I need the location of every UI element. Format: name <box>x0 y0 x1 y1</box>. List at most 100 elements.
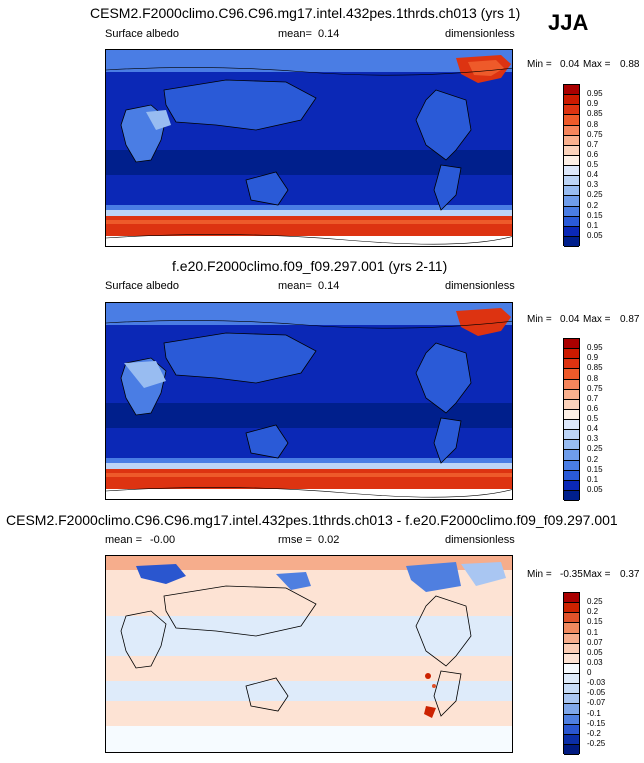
colorbar-segment <box>564 450 579 461</box>
map-plot-2 <box>105 302 513 500</box>
min-label: Min = <box>527 314 552 325</box>
colorbar-segment <box>564 105 579 116</box>
colorbar-tick-label: -0.05 <box>587 688 606 698</box>
colorbar-tick-label: 0.1 <box>587 220 599 230</box>
panel-title: CESM2.F2000climo.C96.C96.mg17.intel.432p… <box>6 512 618 528</box>
colorbar-segment <box>564 85 579 96</box>
units-label: dimensionless <box>445 28 515 40</box>
colorbar-2 <box>563 338 580 501</box>
variable-label: Surface albedo <box>105 280 179 292</box>
colorbar-tick-label: -0.15 <box>587 718 606 728</box>
colorbar-segment <box>564 369 579 380</box>
colorbar-segment <box>564 633 579 644</box>
colorbar-tick-label: 0.9 <box>587 99 599 109</box>
mean-label: mean= <box>278 28 312 40</box>
colorbar-segment <box>564 389 579 400</box>
colorbar-tick-label: 0.05 <box>587 230 603 240</box>
colorbar-segment <box>564 155 579 166</box>
colorbar-segment <box>564 135 579 146</box>
colorbar-tick-label: 0.2 <box>587 200 599 210</box>
colorbar-segment <box>564 115 579 126</box>
colorbar-tick-label: 0.9 <box>587 353 599 363</box>
colorbar-tick-label: 0.07 <box>587 637 603 647</box>
colorbar-tick-label: 0.75 <box>587 383 603 393</box>
colorbar-tick-label: 0.7 <box>587 393 599 403</box>
colorbar-tick-label: 0.8 <box>587 373 599 383</box>
colorbar-segment <box>564 440 579 451</box>
colorbar-segment <box>564 145 579 156</box>
mean-value: 0.14 <box>318 28 340 40</box>
colorbar-tick-label: 0.25 <box>587 597 603 607</box>
colorbar-segment <box>564 744 579 755</box>
colorbar-segment <box>564 226 579 237</box>
colorbar-segment <box>564 430 579 441</box>
max-value: 0.37 <box>620 569 640 580</box>
colorbar-tick-label: 0.25 <box>587 190 603 200</box>
colorbar-segment <box>564 166 579 177</box>
units-label: dimensionless <box>445 534 515 546</box>
min-value: -0.35 <box>560 569 583 580</box>
colorbar-segment <box>564 490 579 501</box>
colorbar-tick-label: 0.6 <box>587 149 599 159</box>
colorbar-tick-label: 0.95 <box>587 343 603 353</box>
variable-label: Surface albedo <box>105 28 179 40</box>
max-label: Max = <box>583 569 611 580</box>
colorbar-segment <box>564 613 579 624</box>
mean-value: -0.00 <box>150 534 176 546</box>
colorbar-tick-label: 0.2 <box>587 607 599 617</box>
mean-value: 0.14 <box>318 280 340 292</box>
units-label: dimensionless <box>445 280 515 292</box>
colorbar-tick-label: 0.4 <box>587 424 599 434</box>
albedo-diff-map <box>106 556 512 752</box>
colorbar-segment <box>564 176 579 187</box>
colorbar-tick-label: 0.8 <box>587 119 599 129</box>
panel-title: CESM2.F2000climo.C96.C96.mg17.intel.432p… <box>90 5 521 21</box>
colorbar-segment <box>564 206 579 217</box>
colorbar-segment <box>564 663 579 674</box>
colorbar-segment <box>564 196 579 207</box>
rmse-value: 0.02 <box>318 534 340 546</box>
colorbar-tick-label: 0.1 <box>587 474 599 484</box>
colorbar-segment <box>564 379 579 390</box>
colorbar-tick-label: -0.25 <box>587 738 606 748</box>
min-label: Min = <box>527 569 552 580</box>
colorbar-tick-label: 0.7 <box>587 139 599 149</box>
colorbar-tick-label: -0.07 <box>587 698 606 708</box>
colorbar-segment <box>564 125 579 136</box>
colorbar-segment <box>564 480 579 491</box>
colorbar-tick-label: 0.3 <box>587 180 599 190</box>
colorbar-segment <box>564 674 579 685</box>
colorbar-tick-label: 0.4 <box>587 170 599 180</box>
max-label: Max = <box>583 59 611 70</box>
colorbar-tick-label: 0.25 <box>587 444 603 454</box>
colorbar-tick-label: 0.85 <box>587 363 603 373</box>
colorbar-tick-label: 0.5 <box>587 414 599 423</box>
colorbar-segment <box>564 339 579 350</box>
albedo-map-2 <box>106 303 512 499</box>
colorbar-segment <box>564 694 579 705</box>
colorbar-tick-label: 0.5 <box>587 160 599 169</box>
colorbar-segment <box>564 623 579 634</box>
min-value: 0.04 <box>560 314 580 325</box>
colorbar-segment <box>564 236 579 247</box>
colorbar-segment <box>564 684 579 695</box>
max-label: Max = <box>583 314 611 325</box>
colorbar-segment <box>564 216 579 227</box>
colorbar-tick-label: 0.05 <box>587 484 603 494</box>
colorbar-tick-label: -0.2 <box>587 728 601 738</box>
colorbar-segment <box>564 734 579 745</box>
colorbar-tick-label: 0.05 <box>587 647 603 657</box>
colorbar-tick-label: 0.2 <box>587 454 599 464</box>
colorbar-segment <box>564 593 579 604</box>
colorbar-segment <box>564 399 579 410</box>
colorbar-tick-label: 0.6 <box>587 403 599 413</box>
colorbar-segment <box>564 460 579 471</box>
colorbar-tick-label: 0.3 <box>587 434 599 444</box>
colorbar-segment <box>564 724 579 735</box>
colorbar-segment <box>564 359 579 370</box>
rmse-label: rmse = <box>278 534 312 546</box>
min-value: 0.04 <box>560 59 580 70</box>
colorbar-tick-label: 0 <box>587 668 592 677</box>
colorbar-tick-label: 0.15 <box>587 464 603 474</box>
panel-title: f.e20.F2000climo.f09_f09.297.001 (yrs 2-… <box>172 258 448 274</box>
